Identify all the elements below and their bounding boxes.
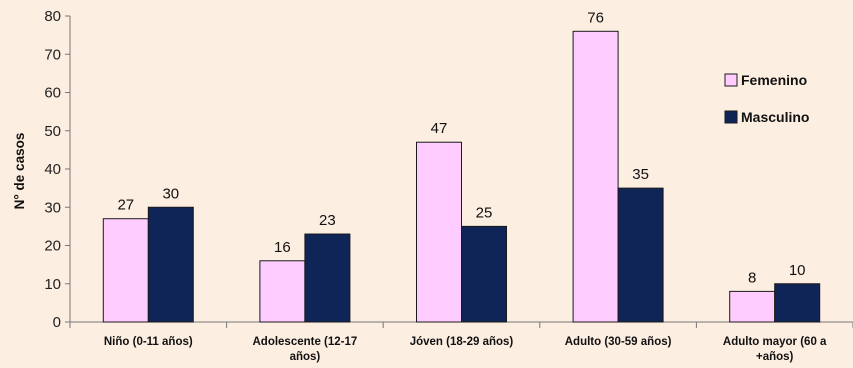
data-label-masculino-0: 30 <box>162 185 179 202</box>
y-tick-label: 10 <box>44 276 61 293</box>
legend-label-femenino: Femenino <box>741 72 807 88</box>
y-tick-label: 30 <box>44 199 61 216</box>
bar-femenino-3 <box>572 30 619 323</box>
bar-femenino-2 <box>416 141 462 323</box>
data-label-femenino-1: 16 <box>274 239 291 256</box>
bars <box>102 30 821 323</box>
data-labels: 27 30 16 23 47 25 76 35 8 10 <box>117 9 805 286</box>
data-label-masculino-2: 25 <box>476 204 493 221</box>
bar-masculino-4 <box>774 283 821 323</box>
legend-swatch-masculino <box>724 110 738 124</box>
bar-masculino-3 <box>617 187 664 323</box>
data-label-femenino-3: 76 <box>587 9 604 26</box>
legend: Femenino Masculino <box>724 72 809 125</box>
y-tick-label: 40 <box>44 161 61 178</box>
data-label-masculino-1: 23 <box>319 212 336 229</box>
y-axis-label: N° de casos <box>12 133 27 210</box>
legend-swatch-femenino <box>724 73 738 87</box>
y-tick-label: 60 <box>44 85 61 102</box>
x-tick-label: Adolescente (12-17 <box>252 336 357 348</box>
data-label-femenino-0: 27 <box>117 197 134 214</box>
data-label-femenino-4: 8 <box>748 269 756 286</box>
bar-femenino-1 <box>259 260 306 323</box>
bar-femenino-0 <box>102 218 149 323</box>
data-label-masculino-4: 10 <box>789 262 806 279</box>
x-tick-label: +años) <box>756 351 794 363</box>
x-tick-label: Niño (0-11 años) <box>104 336 193 348</box>
y-tick-label: 80 <box>44 8 61 25</box>
legend-label-masculino: Masculino <box>741 109 809 125</box>
x-axis: Niño (0-11 años) Adolescente (12-17 años) J… <box>69 321 853 363</box>
bar-masculino-0 <box>147 206 194 323</box>
bar-masculino-1 <box>304 233 351 323</box>
data-label-femenino-2: 47 <box>431 120 448 137</box>
y-tick-label: 0 <box>53 314 61 331</box>
x-tick-label: años) <box>290 351 321 363</box>
x-tick-label: Adulto (30-59 años) <box>565 336 672 348</box>
y-tick-label: 70 <box>44 46 61 63</box>
y-axis: 0 10 20 30 40 50 60 70 80 <box>44 8 71 331</box>
bar-femenino-4 <box>729 290 776 323</box>
x-tick-label: Adulto mayor (60 a <box>723 336 827 348</box>
y-tick-label: 50 <box>44 123 61 140</box>
x-tick-label: Jóven (18-29 años) <box>410 336 514 348</box>
data-label-masculino-3: 35 <box>632 166 649 183</box>
bar-masculino-2 <box>461 225 507 323</box>
y-tick-label: 20 <box>44 238 61 255</box>
